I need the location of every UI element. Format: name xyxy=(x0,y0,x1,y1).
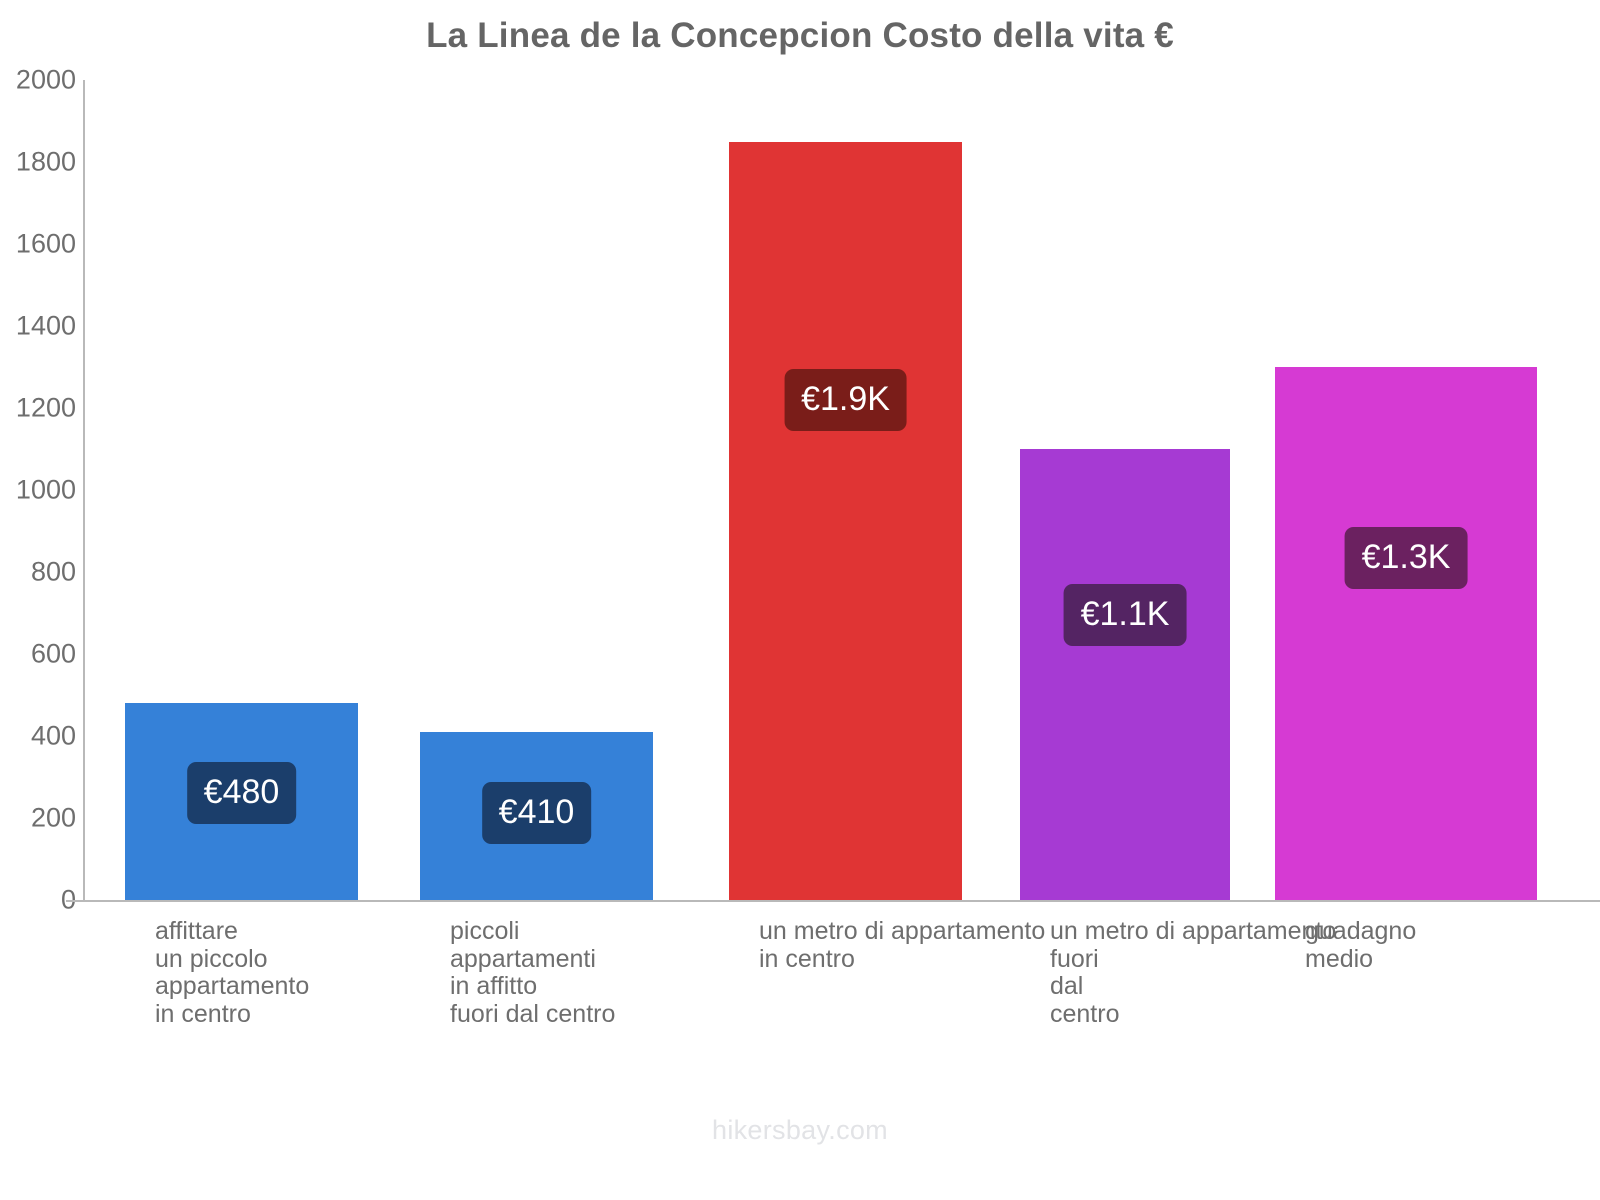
bar-value-label: €1.9K xyxy=(784,369,907,432)
bar-value-label: €480 xyxy=(186,762,297,825)
y-axis-tick-label: 1600 xyxy=(15,228,76,259)
bars-layer: €480 €410 €1.9K €1.1K €1.3K xyxy=(125,141,1537,900)
y-axis-tick-label: 600 xyxy=(30,638,76,669)
x-axis-label-line: affittare xyxy=(155,917,238,945)
x-axis-category-label: un metro di appartamento in centro xyxy=(759,917,1046,973)
x-axis-label-line: appartamenti xyxy=(450,944,596,973)
y-axis-line xyxy=(83,80,85,901)
y-axis-tick-labels: 0 200 400 600 800 1000 1200 1400 1600 1800 2000 xyxy=(0,0,76,1200)
x-axis-label-line: dal xyxy=(1050,972,1084,1000)
x-axis-label-line: fuori dal centro xyxy=(450,999,616,1028)
y-axis-tick-label: 200 xyxy=(30,802,76,833)
y-axis-tick-label: 1200 xyxy=(15,392,76,423)
x-axis-label-line: piccoli xyxy=(450,917,520,945)
bar-value-label: €410 xyxy=(481,782,592,845)
x-axis-label-line: un metro di appartamento xyxy=(1050,917,1337,945)
bar[interactable]: €1.9K xyxy=(729,141,962,900)
x-axis-label-line: un piccolo xyxy=(155,944,268,973)
x-axis-label-line: fuori xyxy=(1050,944,1099,973)
bar-value-label: €1.3K xyxy=(1344,526,1468,589)
x-axis-label-line: centro xyxy=(1050,999,1120,1028)
x-axis-line xyxy=(66,900,1600,902)
y-axis-tick-label: 1000 xyxy=(15,474,76,505)
x-axis-category-label: un metro di appartamento fuori dal centro xyxy=(1050,917,1337,1028)
watermark: hikersbay.com xyxy=(712,1115,888,1145)
x-axis-label-line: medio xyxy=(1305,944,1374,973)
bar[interactable]: €480 xyxy=(125,703,358,900)
y-axis-tick-label: 1800 xyxy=(15,146,76,177)
bar[interactable]: €1.3K xyxy=(1275,367,1537,900)
x-axis-category-label: affittare un piccolo appartamento in centro xyxy=(155,917,310,1028)
x-axis-label-line: in centro xyxy=(759,944,855,973)
x-axis-label-line: in centro xyxy=(155,999,251,1028)
bar[interactable]: €410 xyxy=(420,731,653,900)
x-axis-label-line: guadagno xyxy=(1305,917,1417,945)
x-axis-category-label: guadagno medio xyxy=(1305,917,1417,973)
bar-value-label: €1.1K xyxy=(1063,584,1187,647)
bar[interactable]: €1.1K xyxy=(1020,449,1230,900)
chart-title: La Linea de la Concepcion Costo della vi… xyxy=(426,16,1174,55)
y-axis-tick-label: 800 xyxy=(30,556,76,587)
x-axis-label-line: un metro di appartamento xyxy=(759,917,1046,945)
x-axis-label-line: in affitto xyxy=(450,972,538,1000)
x-axis-category-label: piccoli appartamenti in affitto fuori dal c… xyxy=(450,917,616,1028)
y-axis-tick-label: 400 xyxy=(30,720,76,751)
y-axis-tick-label: 2000 xyxy=(15,64,76,95)
x-axis-category-labels: affittare un piccolo appartamento in centro… xyxy=(0,917,1600,1098)
y-axis-tick-label: 0 xyxy=(8,885,76,916)
y-axis-tick-label: 1400 xyxy=(15,310,76,341)
x-axis-label-line: appartamento xyxy=(155,972,310,1000)
